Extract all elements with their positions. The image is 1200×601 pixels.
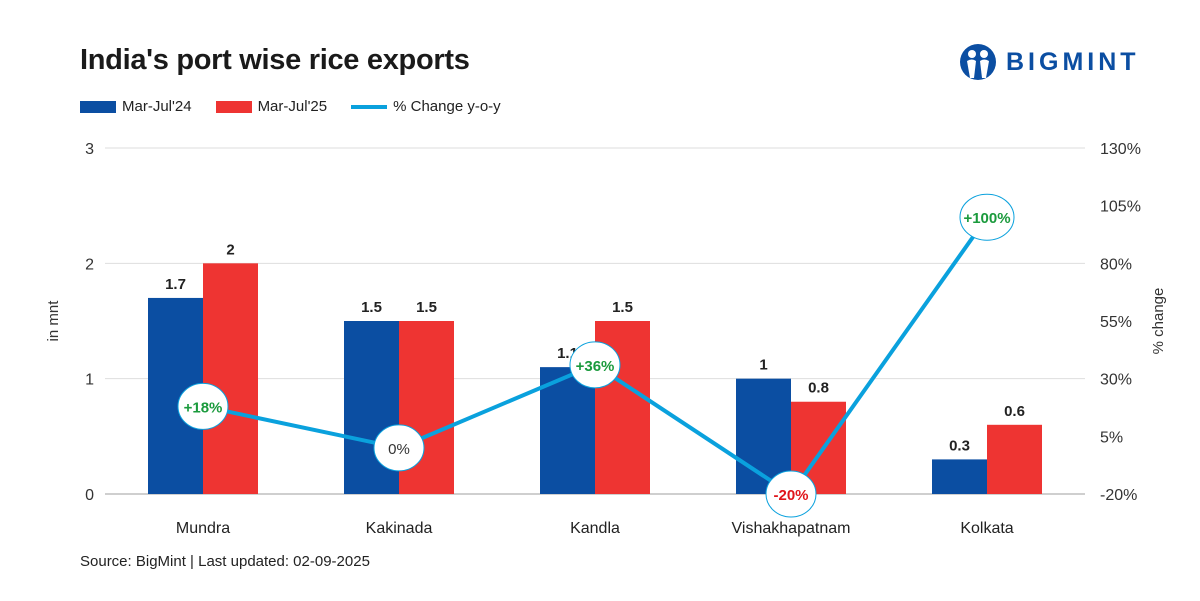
x-tick-label: Vishakhapatnam bbox=[732, 520, 851, 537]
y2-tick-label: 80% bbox=[1100, 256, 1132, 273]
legend-swatch bbox=[215, 100, 252, 113]
y2-tick-label: 55% bbox=[1100, 314, 1132, 331]
bigmint-people-icon bbox=[960, 44, 996, 80]
bar-data-label: 1 bbox=[759, 357, 767, 374]
legend-item-series1: Mar-Jul'24 bbox=[80, 98, 192, 115]
bar-series1 bbox=[540, 367, 595, 494]
bar-data-label: 1.5 bbox=[416, 299, 437, 316]
line-point-bubble bbox=[177, 382, 229, 430]
y2-tick-label: 130% bbox=[1100, 141, 1141, 158]
line-data-label: +36% bbox=[576, 358, 615, 375]
bar-series2 bbox=[595, 321, 650, 494]
line-data-label: -20% bbox=[773, 487, 808, 504]
bar-series1 bbox=[148, 297, 203, 494]
bar-series1 bbox=[932, 459, 987, 494]
chart-title: India's port wise rice exports bbox=[80, 44, 470, 76]
bar-data-label: 0.3 bbox=[949, 437, 970, 454]
x-tick-label: Kakinada bbox=[366, 520, 433, 537]
legend-label: Mar-Jul'24 bbox=[122, 98, 192, 115]
bar-series1 bbox=[344, 321, 399, 494]
y2-tick-label: 105% bbox=[1100, 199, 1141, 216]
logo-text: BIGMINT bbox=[1006, 47, 1140, 76]
line-data-label: +100% bbox=[963, 210, 1010, 227]
legend-label: Mar-Jul'25 bbox=[257, 98, 328, 115]
y2-axis-label: % change bbox=[1150, 288, 1167, 355]
y-tick-label: 2 bbox=[85, 256, 94, 273]
bar-series2 bbox=[791, 401, 846, 494]
line-point-bubble bbox=[569, 341, 621, 389]
bar-series1 bbox=[736, 378, 791, 494]
legend-label: % Change y-o-y bbox=[393, 98, 501, 115]
x-tick-label: Kolkata bbox=[960, 520, 1013, 537]
y-tick-label: 0 bbox=[85, 487, 94, 504]
y2-tick-label: 5% bbox=[1100, 429, 1123, 446]
bar-data-label: 1.5 bbox=[361, 299, 382, 316]
bar-data-label: 1.1 bbox=[557, 345, 578, 362]
y2-tick-label: 30% bbox=[1100, 372, 1132, 389]
line-point-bubble bbox=[765, 470, 817, 518]
legend-swatch bbox=[351, 104, 388, 109]
source-note: Source: BigMint | Last updated: 02-09-20… bbox=[80, 553, 370, 570]
line-data-label: 0% bbox=[388, 441, 410, 458]
line-series bbox=[202, 216, 989, 497]
y-tick-label: 3 bbox=[85, 141, 94, 158]
logo: BIGMINT bbox=[958, 42, 1140, 82]
line-point-bubble bbox=[373, 424, 425, 472]
bar-series2 bbox=[399, 321, 454, 494]
bar-data-label: 1.5 bbox=[612, 299, 633, 316]
y-axis-label: in mnt bbox=[45, 300, 62, 342]
bar-series2 bbox=[203, 263, 258, 494]
bar-series2 bbox=[987, 424, 1042, 494]
y-tick-label: 1 bbox=[85, 372, 94, 389]
bar-data-label: 2 bbox=[226, 241, 234, 258]
legend: Mar-Jul'24 Mar-Jul'25 % Change y-o-y bbox=[80, 98, 525, 115]
x-tick-label: Mundra bbox=[176, 520, 230, 537]
legend-item-series2: Mar-Jul'25 bbox=[215, 98, 328, 115]
line-data-label: +18% bbox=[184, 399, 223, 416]
x-tick-label: Kandla bbox=[570, 520, 620, 537]
bar-data-label: 0.6 bbox=[1004, 403, 1025, 420]
bar-data-label: 0.8 bbox=[808, 380, 829, 397]
y2-tick-label: -20% bbox=[1100, 487, 1137, 504]
legend-item-series3: % Change y-o-y bbox=[351, 98, 501, 115]
legend-swatch bbox=[80, 100, 116, 113]
bar-data-label: 1.7 bbox=[165, 276, 186, 293]
line-point-bubble bbox=[959, 193, 1015, 241]
